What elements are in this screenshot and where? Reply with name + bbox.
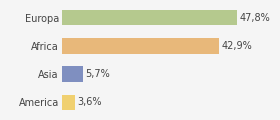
Text: 3,6%: 3,6% xyxy=(78,97,102,107)
Text: 5,7%: 5,7% xyxy=(85,69,110,79)
Bar xyxy=(62,10,237,25)
Text: 42,9%: 42,9% xyxy=(222,41,253,51)
Bar xyxy=(62,38,219,54)
Bar xyxy=(62,66,83,82)
Text: 47,8%: 47,8% xyxy=(240,13,271,23)
Bar xyxy=(62,95,75,110)
